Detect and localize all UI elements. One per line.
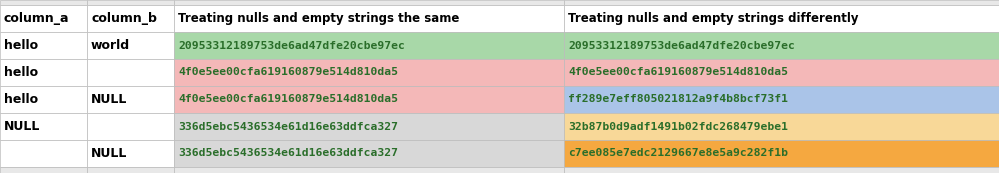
Bar — [87, 113, 174, 140]
Text: 336d5ebc5436534e61d16e63ddfca327: 336d5ebc5436534e61d16e63ddfca327 — [178, 121, 398, 131]
Text: 4f0e5ee00cfa619160879e514d810da5: 4f0e5ee00cfa619160879e514d810da5 — [568, 67, 788, 78]
Text: ff289e7eff805021812a9f4b8bcf73f1: ff289e7eff805021812a9f4b8bcf73f1 — [568, 94, 788, 104]
Text: NULL: NULL — [4, 120, 40, 133]
Bar — [564, 59, 999, 86]
Bar — [0, 140, 87, 167]
Text: 20953312189753de6ad47dfe20cbe97ec: 20953312189753de6ad47dfe20cbe97ec — [178, 40, 405, 51]
Text: 20953312189753de6ad47dfe20cbe97ec: 20953312189753de6ad47dfe20cbe97ec — [568, 40, 795, 51]
Bar — [174, 113, 564, 140]
Bar — [0, 86, 87, 113]
Bar — [87, 0, 174, 5]
Bar — [0, 167, 87, 173]
Bar — [564, 113, 999, 140]
Bar — [174, 59, 564, 86]
Bar — [87, 32, 174, 59]
Text: 336d5ebc5436534e61d16e63ddfca327: 336d5ebc5436534e61d16e63ddfca327 — [178, 148, 398, 158]
Text: Treating nulls and empty strings differently: Treating nulls and empty strings differe… — [568, 12, 858, 25]
Bar — [87, 140, 174, 167]
Text: hello: hello — [4, 39, 38, 52]
Text: c7ee085e7edc2129667e8e5a9c282f1b: c7ee085e7edc2129667e8e5a9c282f1b — [568, 148, 788, 158]
Bar — [87, 167, 174, 173]
Bar — [0, 113, 87, 140]
Bar — [0, 59, 87, 86]
Bar — [174, 5, 564, 32]
Text: NULL: NULL — [91, 147, 128, 160]
Bar — [564, 86, 999, 113]
Text: Treating nulls and empty strings the same: Treating nulls and empty strings the sam… — [178, 12, 460, 25]
Text: hello: hello — [4, 66, 38, 79]
Text: 4f0e5ee00cfa619160879e514d810da5: 4f0e5ee00cfa619160879e514d810da5 — [178, 67, 398, 78]
Bar — [0, 5, 87, 32]
Bar — [87, 59, 174, 86]
Bar — [87, 86, 174, 113]
Bar — [0, 0, 87, 5]
Bar — [174, 86, 564, 113]
Bar — [564, 167, 999, 173]
Bar — [174, 140, 564, 167]
Bar — [564, 140, 999, 167]
Text: 4f0e5ee00cfa619160879e514d810da5: 4f0e5ee00cfa619160879e514d810da5 — [178, 94, 398, 104]
Bar — [174, 0, 564, 5]
Bar — [564, 32, 999, 59]
Text: world: world — [91, 39, 130, 52]
Text: NULL: NULL — [91, 93, 128, 106]
Text: hello: hello — [4, 93, 38, 106]
Bar — [174, 167, 564, 173]
Text: column_b: column_b — [91, 12, 157, 25]
Bar — [174, 32, 564, 59]
Bar — [0, 32, 87, 59]
Bar — [564, 5, 999, 32]
Text: 32b87b0d9adf1491b02fdc268479ebe1: 32b87b0d9adf1491b02fdc268479ebe1 — [568, 121, 788, 131]
Bar — [87, 5, 174, 32]
Text: column_a: column_a — [4, 12, 70, 25]
Bar — [564, 0, 999, 5]
